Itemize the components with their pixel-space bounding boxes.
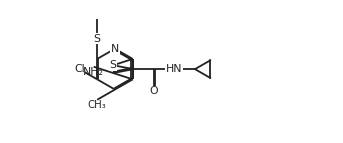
- Text: S: S: [94, 33, 100, 43]
- Text: Cl: Cl: [74, 64, 85, 74]
- Text: CH₃: CH₃: [88, 100, 107, 110]
- Text: NH₂: NH₂: [83, 67, 104, 77]
- Text: N: N: [111, 44, 119, 54]
- Text: HN: HN: [166, 64, 183, 74]
- Text: S: S: [110, 60, 117, 70]
- Text: O: O: [150, 87, 158, 97]
